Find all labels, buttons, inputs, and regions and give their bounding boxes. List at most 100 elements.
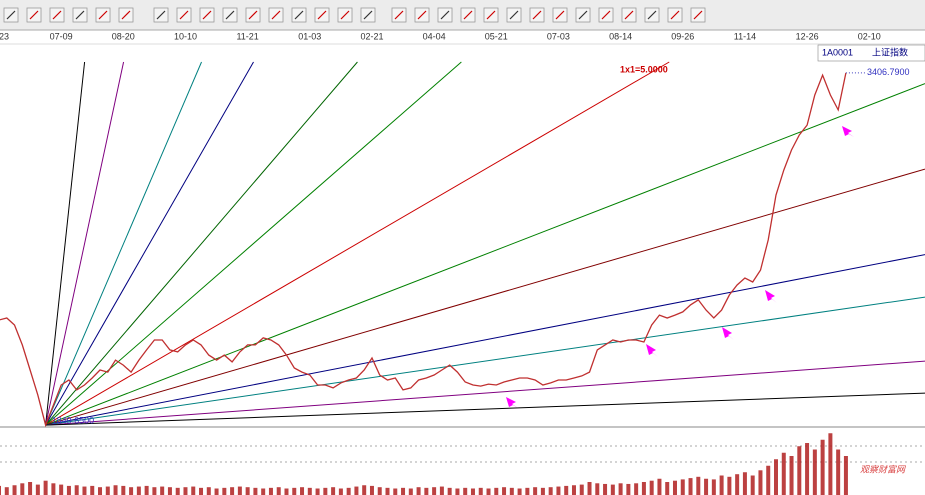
x-tick-label: 11-21	[236, 31, 258, 41]
tool-glyph	[440, 10, 450, 20]
volume-bar	[641, 482, 646, 495]
volume-bar	[774, 459, 778, 495]
tool-glyph	[29, 10, 39, 20]
volume-bar	[338, 488, 343, 495]
volume-bar	[253, 487, 258, 495]
volume-bar	[346, 487, 351, 495]
value-label: 1849.6500	[52, 415, 95, 425]
tool-glyph	[363, 10, 373, 20]
volume-bar	[206, 487, 211, 495]
volume-bar	[626, 483, 631, 495]
arrow	[842, 126, 854, 137]
legend-box	[817, 44, 925, 62]
tool-glyph	[578, 10, 588, 20]
tool-glyph	[601, 10, 611, 20]
volume-bar	[43, 480, 48, 495]
tool-glyph	[225, 10, 235, 20]
volume-bar	[680, 479, 685, 495]
volume-bar	[711, 479, 716, 495]
volume-bar	[843, 456, 848, 495]
volume-bar	[12, 485, 17, 495]
volume-bar	[564, 485, 569, 495]
x-tick-label: 02-21	[360, 31, 383, 41]
price-line	[0, 72, 847, 428]
fan-line	[45, 61, 254, 426]
tool-glyph	[555, 10, 565, 20]
volume-bar	[393, 488, 398, 495]
symbol: 1A0001	[822, 47, 853, 57]
fan-line	[45, 61, 462, 426]
volume-bar	[649, 480, 654, 495]
volume-bar	[167, 487, 172, 495]
volume-bar	[191, 486, 196, 495]
fan-line	[45, 61, 202, 426]
volume-bar	[789, 456, 794, 495]
volume-bar	[292, 487, 297, 495]
tool-glyph	[6, 10, 16, 20]
x-tick-label: 04-04	[423, 31, 446, 41]
volume-bar	[66, 485, 71, 495]
volume-bar	[136, 486, 141, 495]
volume-bar	[35, 484, 40, 495]
volume-bar	[812, 449, 817, 495]
volume-bar	[245, 487, 250, 495]
volume-bar	[820, 439, 825, 495]
tool-glyph	[202, 10, 212, 20]
watermark: 观察财富网	[860, 464, 906, 474]
tool-glyph	[394, 10, 404, 20]
x-tick-label: 05-21	[485, 31, 508, 41]
volume-bar	[284, 488, 289, 495]
volume-bar	[735, 474, 740, 495]
volume-bar	[696, 476, 701, 495]
volume-bar	[463, 487, 468, 495]
volume-bar	[129, 487, 134, 495]
x-tick-label: 01-03	[298, 31, 321, 41]
volume-bar	[268, 487, 273, 495]
volume-bar	[478, 487, 483, 495]
volume-bar	[82, 486, 87, 495]
volume-bar	[494, 487, 499, 495]
volume-bar	[533, 487, 538, 495]
x-tick-label: 07-09	[50, 31, 73, 41]
arrow	[765, 290, 777, 303]
volume-bar	[222, 487, 227, 495]
volume-bar	[315, 488, 320, 495]
fan-line	[45, 296, 925, 426]
volume-bar	[59, 484, 64, 495]
volume-bar	[401, 487, 406, 495]
volume-bar	[540, 487, 545, 495]
volume-bar	[307, 487, 312, 495]
volume-bar	[175, 487, 180, 495]
volume-bar	[610, 484, 615, 495]
volume-bar	[105, 486, 110, 495]
volume-bar	[98, 487, 103, 495]
fan-line	[45, 168, 925, 426]
volume-bar	[766, 465, 771, 495]
volume-bar	[199, 487, 204, 495]
volume-bar	[797, 446, 802, 495]
volume-bar	[237, 486, 242, 495]
tool-glyph	[121, 10, 131, 20]
value-label: 3406.7900	[867, 67, 910, 77]
volume-bar	[727, 476, 732, 495]
volume-bar	[4, 487, 9, 495]
volume-bar	[595, 483, 600, 495]
fan-line	[45, 61, 358, 426]
x-tick-label: 10-10	[174, 31, 197, 41]
volume-bar	[439, 486, 444, 495]
volume-bar	[805, 443, 810, 495]
fan-line	[45, 360, 925, 426]
volume-bar	[432, 487, 437, 495]
arrows	[506, 126, 854, 408]
tool-glyph	[248, 10, 258, 20]
volume-bar	[758, 470, 763, 495]
volume-bar	[20, 483, 25, 495]
volume-bar	[486, 488, 491, 495]
tool-glyph	[624, 10, 634, 20]
x-tick-label: 08-14	[609, 31, 632, 41]
volume-bar	[828, 433, 833, 495]
x-tick-label: 23	[0, 31, 9, 41]
volume-bar	[331, 487, 336, 495]
x-tick-label: 11-14	[734, 31, 756, 41]
